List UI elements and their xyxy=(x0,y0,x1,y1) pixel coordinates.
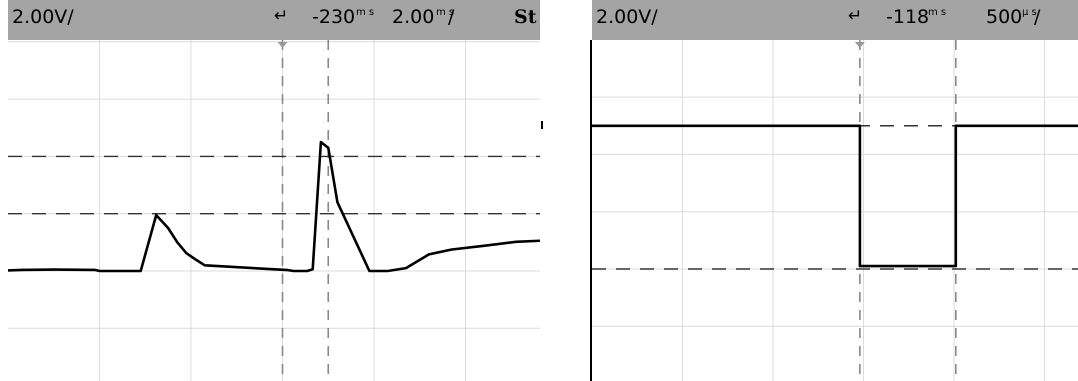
time-per-div-slash: / xyxy=(1034,6,1041,28)
run-status: St xyxy=(514,6,537,28)
trigger-position-icon xyxy=(277,42,288,48)
waveform-plot-left xyxy=(8,40,540,381)
time-per-div-unit: m s xyxy=(436,7,455,18)
time-per-div-unit: µ s xyxy=(1022,7,1037,18)
time-offset: -118 xyxy=(886,6,930,28)
trigger-arrow-icon: ↵ xyxy=(848,6,863,26)
time-per-div: 2.00 xyxy=(392,6,435,28)
time-per-div: 500 xyxy=(986,6,1023,28)
scope-status-bar: 2.00V/ ↵ -118 m s 500 µ s / xyxy=(592,0,1078,40)
scope-frame-edge xyxy=(590,40,592,381)
time-offset-unit: m s xyxy=(928,7,947,18)
scope-status-bar: 2.00V/ ↵ -230 m s 2.00 m s / St xyxy=(8,0,540,40)
trigger-arrow-icon: ↵ xyxy=(274,6,289,26)
oscilloscope-capture-left: 2.00V/ ↵ -230 m s 2.00 m s / St xyxy=(8,0,540,381)
waveform-plot-right xyxy=(592,40,1078,381)
time-offset-unit: m s xyxy=(356,7,375,18)
trigger-position-icon xyxy=(854,42,865,48)
volts-per-div: 2.00V/ xyxy=(596,6,658,28)
frame-tick xyxy=(541,121,543,129)
waveform-trace xyxy=(592,124,1078,268)
time-per-div-slash: / xyxy=(448,6,455,28)
oscilloscope-capture-right: 2.00V/ ↵ -118 m s 500 µ s / xyxy=(592,0,1078,381)
time-offset: -230 xyxy=(312,6,356,28)
waveform-trace xyxy=(8,140,540,273)
volts-per-div: 2.00V/ xyxy=(12,6,74,28)
